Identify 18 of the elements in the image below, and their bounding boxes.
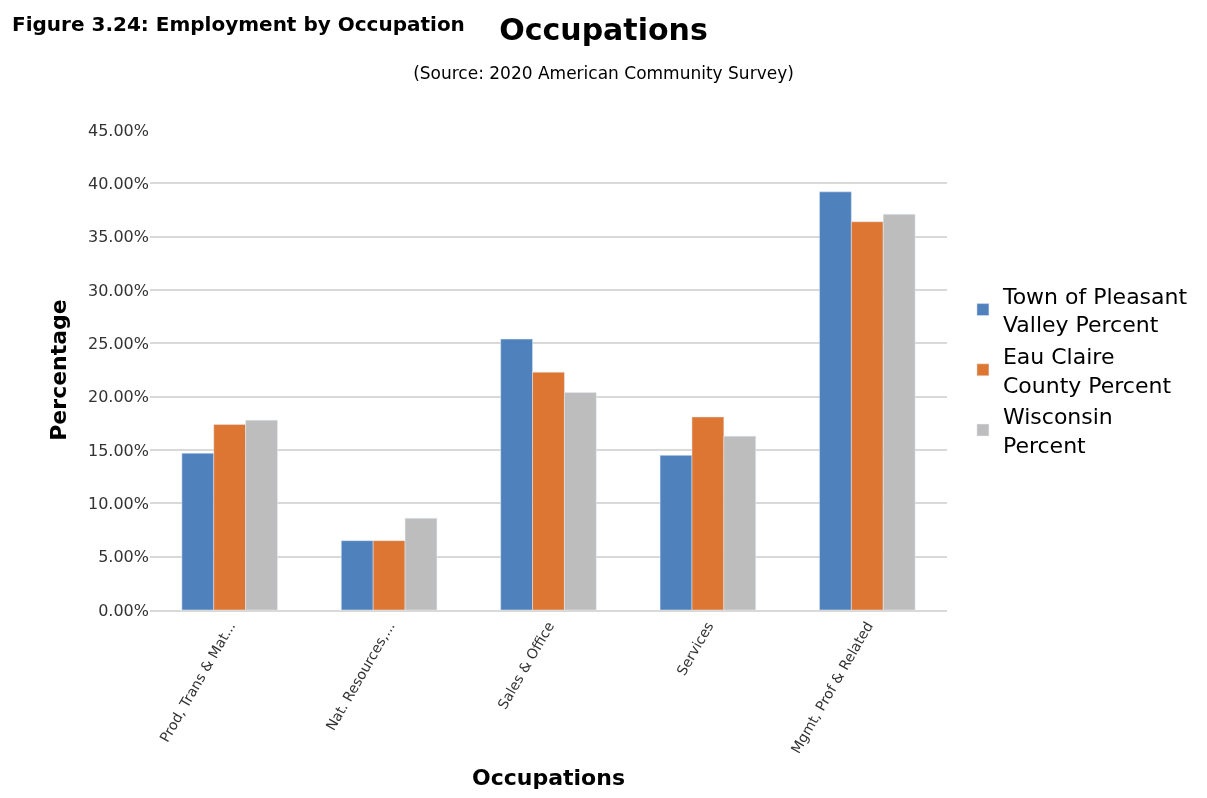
y-tick-label: 0.00% xyxy=(98,600,149,620)
legend-label: Wisconsin Percent xyxy=(1002,404,1113,458)
y-tick-label: 45.00% xyxy=(87,120,149,140)
legend-label: Town of Pleasant Valley Percent xyxy=(1001,283,1188,338)
legend-label: Eau Claire County Percent xyxy=(1002,344,1172,398)
y-tick-label: 35.00% xyxy=(87,227,149,247)
y-axis-title: Percentage xyxy=(45,299,71,441)
y-tick-label: 5.00% xyxy=(98,547,149,567)
y-tick-label: 40.00% xyxy=(87,173,149,193)
chart-title: Occupations xyxy=(499,11,708,47)
x-axis-title: Occupations xyxy=(472,765,625,791)
y-tick-label: 10.00% xyxy=(87,493,149,513)
y-tick-label: 20.00% xyxy=(87,387,149,407)
y-tick-label: 30.00% xyxy=(87,280,149,300)
y-tick-label: 25.00% xyxy=(87,333,149,353)
caption: Figure 3.24: Employment by Occupation xyxy=(12,12,465,36)
y-tick-label: 15.00% xyxy=(87,440,149,460)
chart-subtitle: (Source: 2020 American Community Survey) xyxy=(413,62,794,83)
